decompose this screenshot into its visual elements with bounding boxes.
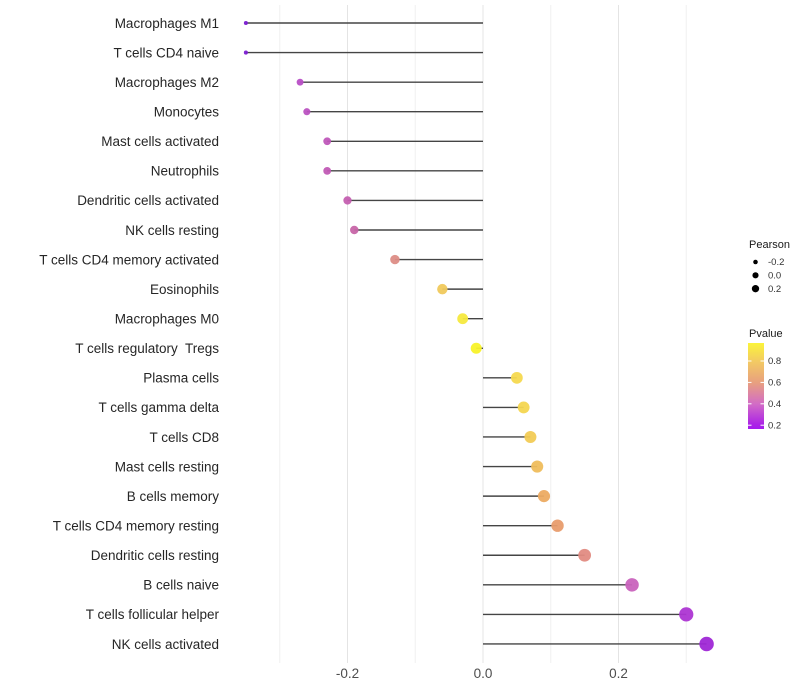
lollipop-dot (531, 460, 544, 473)
lollipop-dot (343, 196, 352, 205)
lollipop-dot (243, 50, 248, 55)
lollipop-dot (303, 108, 311, 116)
x-axis-tick-label: 0.0 (474, 666, 493, 681)
y-axis-label: B cells naive (143, 578, 219, 593)
x-axis-tick-label: -0.2 (336, 666, 359, 681)
y-axis-label: Macrophages M2 (115, 75, 219, 90)
size-legend-label: -0.2 (768, 257, 784, 268)
lollipop-dot (551, 519, 564, 532)
y-axis-label: B cells memory (127, 489, 220, 504)
lollipop-dot (625, 578, 639, 592)
y-axis-label: T cells follicular helper (86, 607, 220, 622)
lollipop-dot (296, 78, 304, 86)
lollipop-dot (510, 371, 523, 384)
y-axis-label: T cells CD8 (149, 430, 219, 445)
y-axis-label: Monocytes (154, 105, 220, 120)
size-legend-dot (753, 259, 758, 265)
y-axis-label: T cells gamma delta (98, 400, 219, 415)
pvalue-tick-label: 0.6 (768, 378, 781, 389)
lollipop-dot (390, 254, 400, 265)
size-legend-label: 0.0 (768, 271, 781, 282)
lollipop-dot (578, 548, 592, 562)
y-axis-label: Eosinophils (150, 282, 219, 297)
size-legend-title: Pearson (749, 239, 790, 251)
y-axis-label: Dendritic cells activated (77, 193, 219, 208)
lollipop-dot (457, 313, 469, 325)
size-legend-dot (751, 285, 760, 293)
y-axis-label: NK cells activated (112, 637, 219, 652)
lollipop-dot (524, 430, 537, 443)
pvalue-tick-label: 0.4 (768, 399, 781, 410)
y-axis-label: T cells CD4 memory resting (53, 518, 219, 533)
pvalue-gradient-bar (748, 343, 764, 429)
lollipop-dot (437, 283, 448, 295)
lollipop-dot (323, 137, 332, 146)
y-axis-label: NK cells resting (125, 223, 219, 238)
pvalue-tick-label: 0.8 (768, 356, 781, 367)
y-axis-label: T cells CD4 memory activated (39, 252, 219, 267)
y-axis-label: Neutrophils (151, 164, 220, 179)
y-axis-label: T cells CD4 naive (113, 45, 219, 60)
y-axis-label: Mast cells activated (101, 134, 219, 149)
pvalue-tick-label: 0.2 (768, 420, 781, 431)
size-legend-label: 0.2 (768, 284, 781, 295)
size-legend-dot (752, 272, 759, 279)
y-axis-label: Macrophages M0 (115, 312, 219, 327)
y-axis-label: Plasma cells (143, 371, 219, 386)
y-axis-label: Dendritic cells resting (91, 548, 219, 563)
y-axis-label: T cells regulatory Tregs (75, 341, 219, 356)
y-axis-label: Macrophages M1 (115, 16, 219, 31)
lollipop-dot (699, 636, 714, 652)
lollipop-dot (243, 20, 248, 26)
lollipop-dot (537, 490, 551, 503)
lollipop-dot (679, 607, 694, 622)
lollipop-dot (517, 401, 530, 414)
x-axis-tick-label: 0.2 (609, 666, 628, 681)
lollipop-dot (323, 166, 332, 175)
lollipop-dot (470, 342, 482, 354)
lollipop-dot (350, 225, 359, 235)
color-legend-title: Pvalue (749, 328, 783, 340)
y-axis-label: Mast cells resting (115, 459, 219, 474)
